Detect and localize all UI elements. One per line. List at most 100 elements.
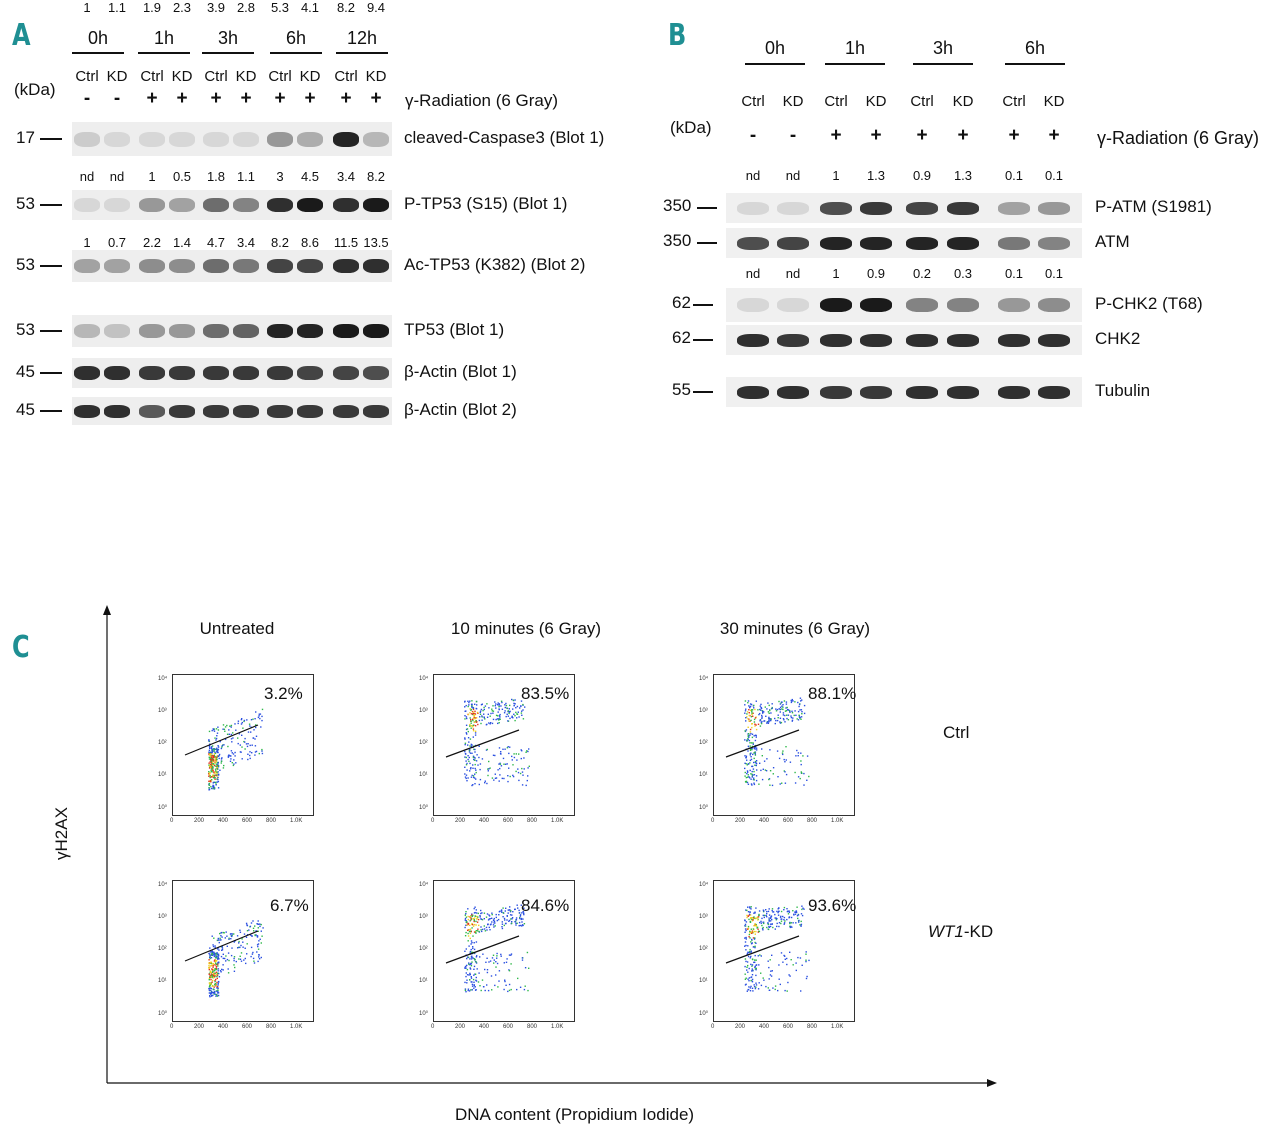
panel-c-event-dot xyxy=(470,943,472,945)
panel-c-event-dot xyxy=(749,759,752,762)
panel-c-event-dot xyxy=(745,763,747,765)
panel-c-event-dot xyxy=(749,709,752,712)
panel-a-mw-tick xyxy=(40,204,62,206)
panel-c-event-dot xyxy=(511,917,514,919)
panel-c-event-dot xyxy=(749,749,752,751)
panel-c-event-dot xyxy=(789,922,791,925)
panel-c-event-dot xyxy=(212,729,215,731)
panel-c-event-dot xyxy=(212,786,214,789)
panel-c-event-dot xyxy=(468,741,470,743)
panel-a-quant-value: 1.9 xyxy=(142,0,162,15)
panel-c-event-dot xyxy=(774,928,776,930)
panel-c-event-dot xyxy=(523,913,525,916)
panel-c-event-dot xyxy=(470,965,473,967)
panel-c-event-dot xyxy=(208,959,210,961)
panel-c-event-dot xyxy=(744,973,746,975)
panel-c-event-dot xyxy=(487,768,489,770)
panel-c-event-dot xyxy=(211,979,214,982)
panel-c-event-dot xyxy=(793,913,795,915)
panel-c-event-dot xyxy=(751,920,754,922)
panel-b-band xyxy=(947,386,979,399)
panel-c-event-dot xyxy=(469,752,472,754)
panel-c-event-dot xyxy=(469,963,472,965)
panel-c-event-dot xyxy=(246,924,249,927)
panel-c-event-dot xyxy=(798,705,800,708)
panel-a-radiation-sign: + xyxy=(370,88,382,109)
panel-c-event-dot xyxy=(217,787,220,789)
panel-c-event-dot xyxy=(230,938,232,940)
panel-c-event-dot xyxy=(517,907,519,909)
panel-c-event-dot xyxy=(798,919,800,922)
panel-c-event-dot xyxy=(774,917,776,919)
panel-c-plot-frame xyxy=(713,674,855,816)
panel-c-event-dot xyxy=(777,911,779,914)
panel-c-event-dot xyxy=(779,983,781,986)
panel-c-event-dot xyxy=(212,769,214,771)
panel-c-event-dot xyxy=(771,954,773,956)
panel-b-quant-value: 0.2 xyxy=(912,266,932,281)
panel-c-event-dot xyxy=(507,710,509,712)
panel-a-lane-label: Ctrl xyxy=(334,68,358,85)
panel-c-x-tick: 0 xyxy=(711,818,715,824)
panel-c-event-dot xyxy=(211,771,213,773)
panel-c-event-dot xyxy=(799,777,801,780)
panel-c-event-dot xyxy=(761,924,763,927)
panel-c-event-dot xyxy=(475,720,477,723)
panel-c-event-dot xyxy=(481,758,484,760)
panel-c-event-dot xyxy=(246,930,249,932)
panel-c-event-dot xyxy=(799,697,802,699)
panel-c-event-dot xyxy=(744,739,746,741)
panel-c-event-dot xyxy=(208,979,210,981)
panel-c-event-dot xyxy=(782,704,784,706)
panel-c-event-dot xyxy=(255,724,257,726)
panel-c-event-dot xyxy=(744,931,746,933)
panel-c-event-dot xyxy=(481,703,483,705)
panel-c-event-dot xyxy=(241,938,243,940)
panel-c-event-dot xyxy=(471,923,474,926)
panel-c-event-dot xyxy=(213,976,216,978)
panel-c-event-dot xyxy=(215,995,217,997)
panel-a-band xyxy=(267,366,293,380)
panel-c-event-dot xyxy=(747,783,750,785)
panel-c-event-dot xyxy=(744,704,746,706)
panel-c-event-dot xyxy=(475,920,477,923)
panel-c-event-dot xyxy=(211,749,214,751)
panel-c-event-dot xyxy=(509,746,511,748)
panel-c-event-dot xyxy=(217,764,219,767)
panel-a-radiation-label: γ-Radiation (6 Gray) xyxy=(405,91,559,110)
panel-c-event-dot xyxy=(210,962,212,965)
panel-c-event-dot xyxy=(247,753,249,755)
panel-c-event-dot xyxy=(211,759,213,761)
panel-a-band xyxy=(297,132,323,147)
panel-c-event-dot xyxy=(214,787,216,789)
panel-c-event-dot xyxy=(216,990,218,993)
panel-c-event-dot xyxy=(478,930,480,933)
panel-c-event-dot xyxy=(768,966,770,969)
panel-c-event-dot xyxy=(766,916,768,918)
panel-c-x-tick: 800 xyxy=(266,818,277,824)
panel-c-event-dot xyxy=(780,910,783,913)
panel-c-event-dot xyxy=(471,710,474,713)
panel-c-event-dot xyxy=(776,750,779,752)
panel-c-event-dot xyxy=(750,778,752,780)
panel-c-event-dot xyxy=(800,752,802,754)
panel-c-event-dot xyxy=(745,720,747,722)
panel-c-event-dot xyxy=(745,729,748,731)
panel-c-event-dot xyxy=(472,946,474,948)
panel-c-event-dot xyxy=(216,735,218,737)
panel-c-event-dot xyxy=(481,715,483,717)
panel-c-event-dot xyxy=(212,757,214,760)
panel-c-x-tick: 1.0K xyxy=(290,818,303,824)
panel-c-event-dot xyxy=(476,915,478,918)
panel-c-event-dot xyxy=(215,983,217,985)
panel-a-band xyxy=(267,405,293,418)
panel-c-gate-percentage: 88.1% xyxy=(808,684,857,703)
panel-c-event-dot xyxy=(464,718,466,720)
panel-c-event-dot xyxy=(258,713,260,715)
panel-c-event-dot xyxy=(779,708,781,711)
panel-c-event-dot xyxy=(805,960,807,963)
panel-c-event-dot xyxy=(498,718,500,720)
panel-c-event-dot xyxy=(750,976,753,978)
panel-c-y-tick: 10² xyxy=(158,946,167,952)
panel-c-event-dot xyxy=(779,706,782,709)
